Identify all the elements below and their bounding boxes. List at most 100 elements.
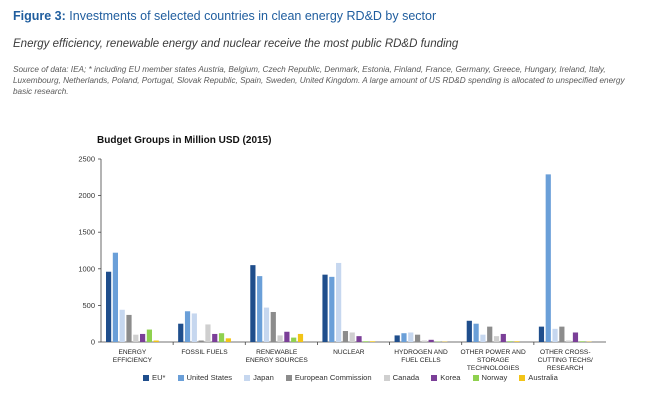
x-tick-label: OTHER POWER AND xyxy=(461,349,526,356)
bar xyxy=(270,311,276,342)
bar xyxy=(178,323,184,342)
x-tick-label: FUEL CELLS xyxy=(401,357,441,364)
bar xyxy=(133,334,139,342)
y-tick-label: 2000 xyxy=(78,191,95,200)
bar xyxy=(552,328,558,342)
bar xyxy=(421,340,427,342)
bar xyxy=(263,307,270,342)
legend-item: Norway xyxy=(472,373,508,382)
bar xyxy=(277,335,283,342)
legend-item: European Commission xyxy=(285,373,372,382)
bar xyxy=(191,313,197,342)
bar xyxy=(336,262,342,342)
bar xyxy=(198,340,204,342)
bar xyxy=(559,326,565,342)
legend-swatch xyxy=(472,374,479,381)
bar xyxy=(284,331,290,342)
bar xyxy=(500,333,506,342)
bar xyxy=(514,341,520,342)
figure-title-text: Investments of selected countries in cle… xyxy=(69,9,437,23)
y-tick-label: 1500 xyxy=(78,228,95,237)
bar xyxy=(507,341,513,342)
bar xyxy=(487,326,493,342)
bar xyxy=(257,276,263,342)
figure-subtitle: Energy efficiency, renewable energy and … xyxy=(13,38,459,50)
x-tick-label: ENERGY SOURCES xyxy=(246,357,309,364)
legend-swatch xyxy=(383,374,390,381)
bar xyxy=(140,333,146,342)
x-tick-label: TECHNOLOGIES xyxy=(467,365,520,370)
legend-label: Australia xyxy=(528,373,558,382)
bar xyxy=(538,326,545,342)
legend-swatch xyxy=(285,374,292,381)
figure-number: Figure 3: xyxy=(13,9,66,23)
bar xyxy=(349,332,355,342)
bar xyxy=(363,341,369,342)
figure-source-note: Source of data: IEA; * including EU memb… xyxy=(13,65,625,96)
bar xyxy=(414,334,421,342)
y-tick-label: 0 xyxy=(91,338,95,347)
x-tick-label: STORAGE xyxy=(477,357,510,364)
legend-item: Japan xyxy=(244,373,274,382)
bar xyxy=(126,314,132,342)
bar xyxy=(225,338,231,342)
bar xyxy=(291,337,297,342)
bar xyxy=(428,339,434,342)
legend-item: Korea xyxy=(431,373,461,382)
bar xyxy=(572,332,579,342)
legend-item: United States xyxy=(177,373,233,382)
chart-legend: EU* United States Japan European Commission… xyxy=(143,373,558,382)
y-tick-label: 500 xyxy=(82,301,95,310)
legend-swatch xyxy=(519,374,526,381)
legend-label: EU* xyxy=(152,373,166,382)
bar xyxy=(146,329,152,342)
bar xyxy=(342,331,349,342)
bar xyxy=(205,324,211,342)
bar xyxy=(566,340,572,342)
chart-title: Budget Groups in Million USD (2015) xyxy=(97,135,271,146)
bar-chart: Budget Groups in Million USD (2015) 0 500 1… xyxy=(78,135,606,370)
x-tick-label: CUTTING TECHS/ xyxy=(538,357,593,364)
x-tick-label: ENERGY xyxy=(118,349,146,356)
bar xyxy=(394,335,400,342)
bar xyxy=(297,333,304,342)
bar xyxy=(153,340,159,342)
x-tick-label: RENEWABLE xyxy=(256,349,298,356)
bar xyxy=(473,323,479,342)
legend-label: Canada xyxy=(392,373,420,382)
legend-label: Japan xyxy=(253,373,274,382)
x-tick-label: NUCLEAR xyxy=(333,349,365,356)
bar xyxy=(545,174,551,342)
bar xyxy=(250,265,256,342)
bar xyxy=(218,333,225,342)
legend-swatch xyxy=(177,374,184,381)
legend-label: European Commission xyxy=(294,373,372,382)
bar xyxy=(480,334,486,342)
legend-item: EU* xyxy=(143,373,166,382)
bar xyxy=(466,320,472,342)
x-tick-label: OTHER CROSS- xyxy=(540,349,591,356)
y-tick-label: 2500 xyxy=(78,155,95,164)
bar xyxy=(322,274,328,342)
bar xyxy=(370,341,376,342)
x-tick-label: FOSSIL FUELS xyxy=(181,349,228,356)
y-tick-label: 1000 xyxy=(78,264,95,273)
x-tick-label: HYDROGEN AND xyxy=(394,349,448,356)
figure-title: Figure 3: Investments of selected countr… xyxy=(13,9,436,23)
bar xyxy=(106,271,112,342)
bar xyxy=(579,341,585,342)
bar xyxy=(184,311,191,342)
bar xyxy=(212,333,218,342)
bar xyxy=(493,336,500,342)
legend-swatch xyxy=(143,374,149,381)
legend-item: Canada xyxy=(383,373,420,382)
bar xyxy=(408,332,414,342)
x-tick-label: RESEARCH xyxy=(547,365,584,370)
legend-label: United States xyxy=(186,373,233,382)
legend-swatch xyxy=(431,374,438,381)
legend-label: Norway xyxy=(481,373,508,382)
bar xyxy=(119,309,125,342)
bar xyxy=(329,276,335,342)
bar xyxy=(401,333,407,342)
bar xyxy=(356,336,362,342)
